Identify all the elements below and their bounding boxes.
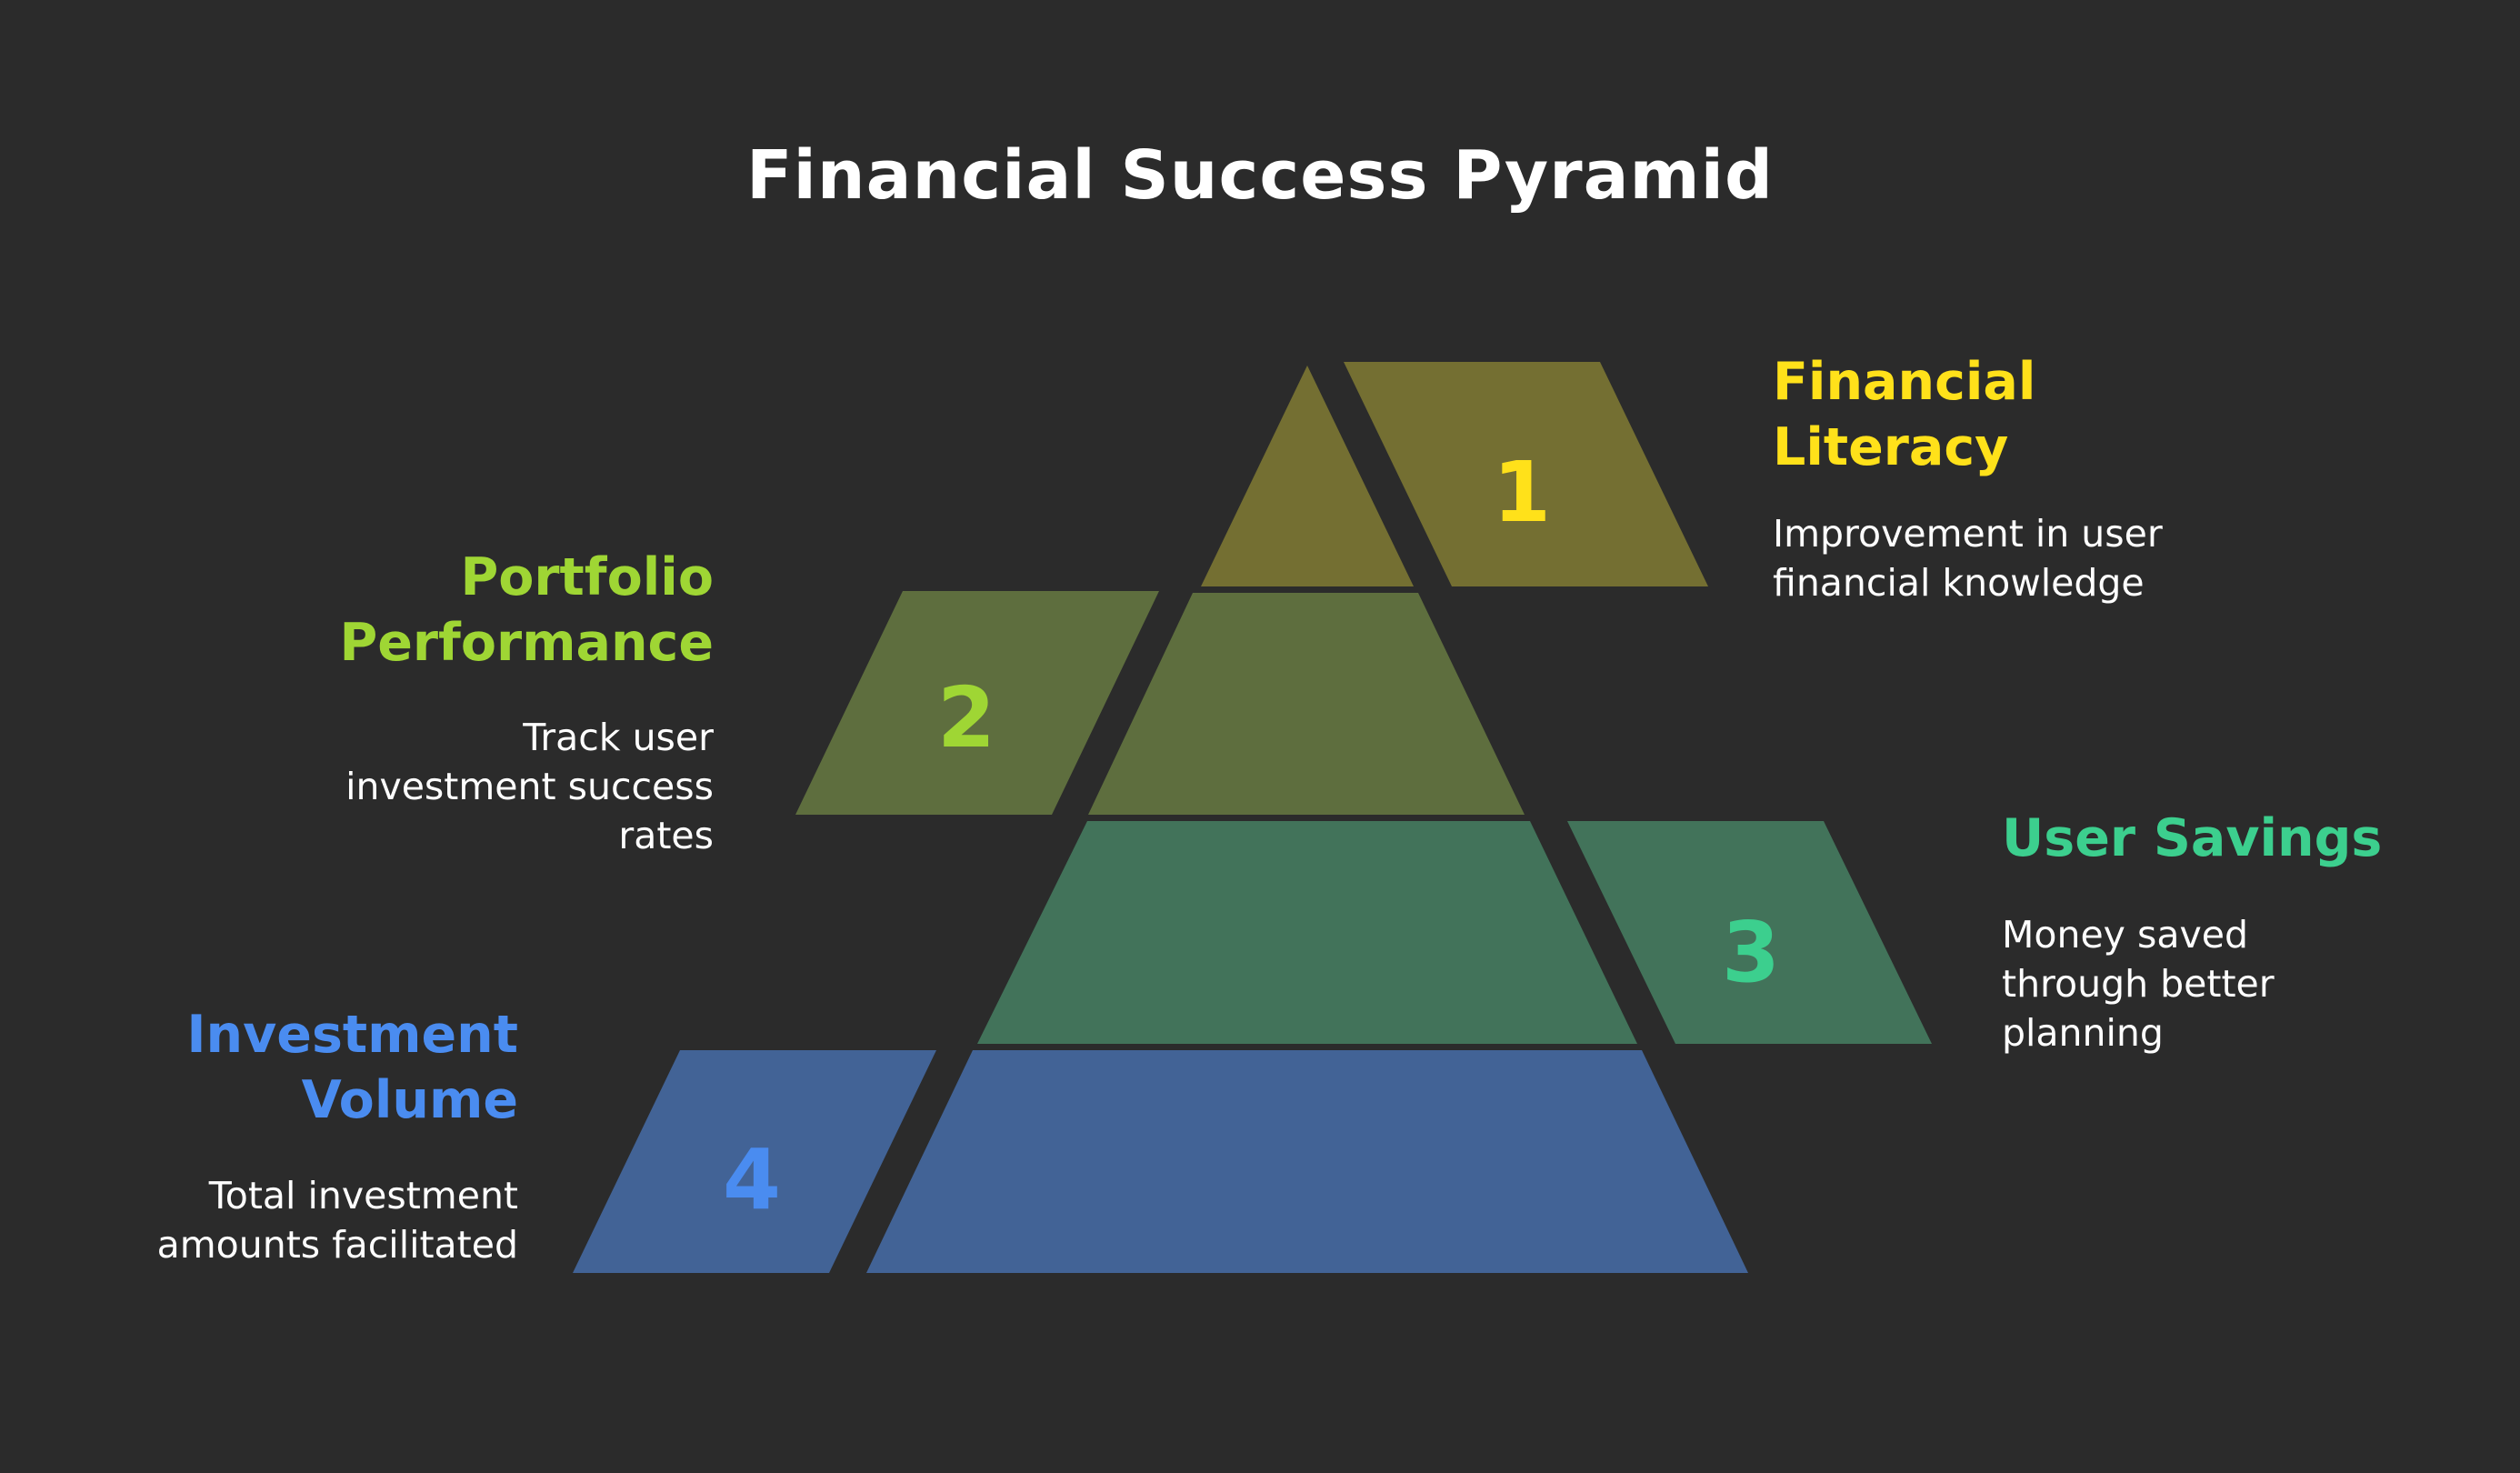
level-number-1: 1: [1492, 444, 1551, 541]
level-description-3: Money saved through better planning: [2002, 913, 2275, 1055]
level-tab-3: [1567, 821, 1932, 1044]
level-number-2: 2: [936, 669, 995, 767]
level-number-4: 4: [722, 1131, 781, 1228]
pyramid-tier-3: [977, 821, 1637, 1044]
level-label-4: Investment Volume: [186, 1005, 518, 1130]
level-label-2: Portfolio Performance: [339, 547, 715, 673]
pyramid-tier-1: [1201, 366, 1414, 586]
level-description-2: Track user investment success rates: [345, 716, 714, 857]
level-description-1: Improvement in user financial knowledge: [1773, 512, 2163, 605]
pyramid-tier-4: [866, 1050, 1748, 1273]
level-label-1: Financial Literacy: [1773, 352, 2036, 477]
level-label-3: User Savings: [2002, 808, 2383, 868]
level-number-3: 3: [1721, 904, 1780, 1001]
pyramid-tier-2: [1088, 593, 1525, 815]
level-tab-1: [1344, 362, 1708, 586]
page-title: Financial Success Pyramid: [746, 136, 1774, 215]
level-description-4: Total investment amounts facilitated: [156, 1174, 518, 1267]
level-tab-4: [573, 1050, 936, 1273]
level-tab-2: [795, 591, 1159, 815]
